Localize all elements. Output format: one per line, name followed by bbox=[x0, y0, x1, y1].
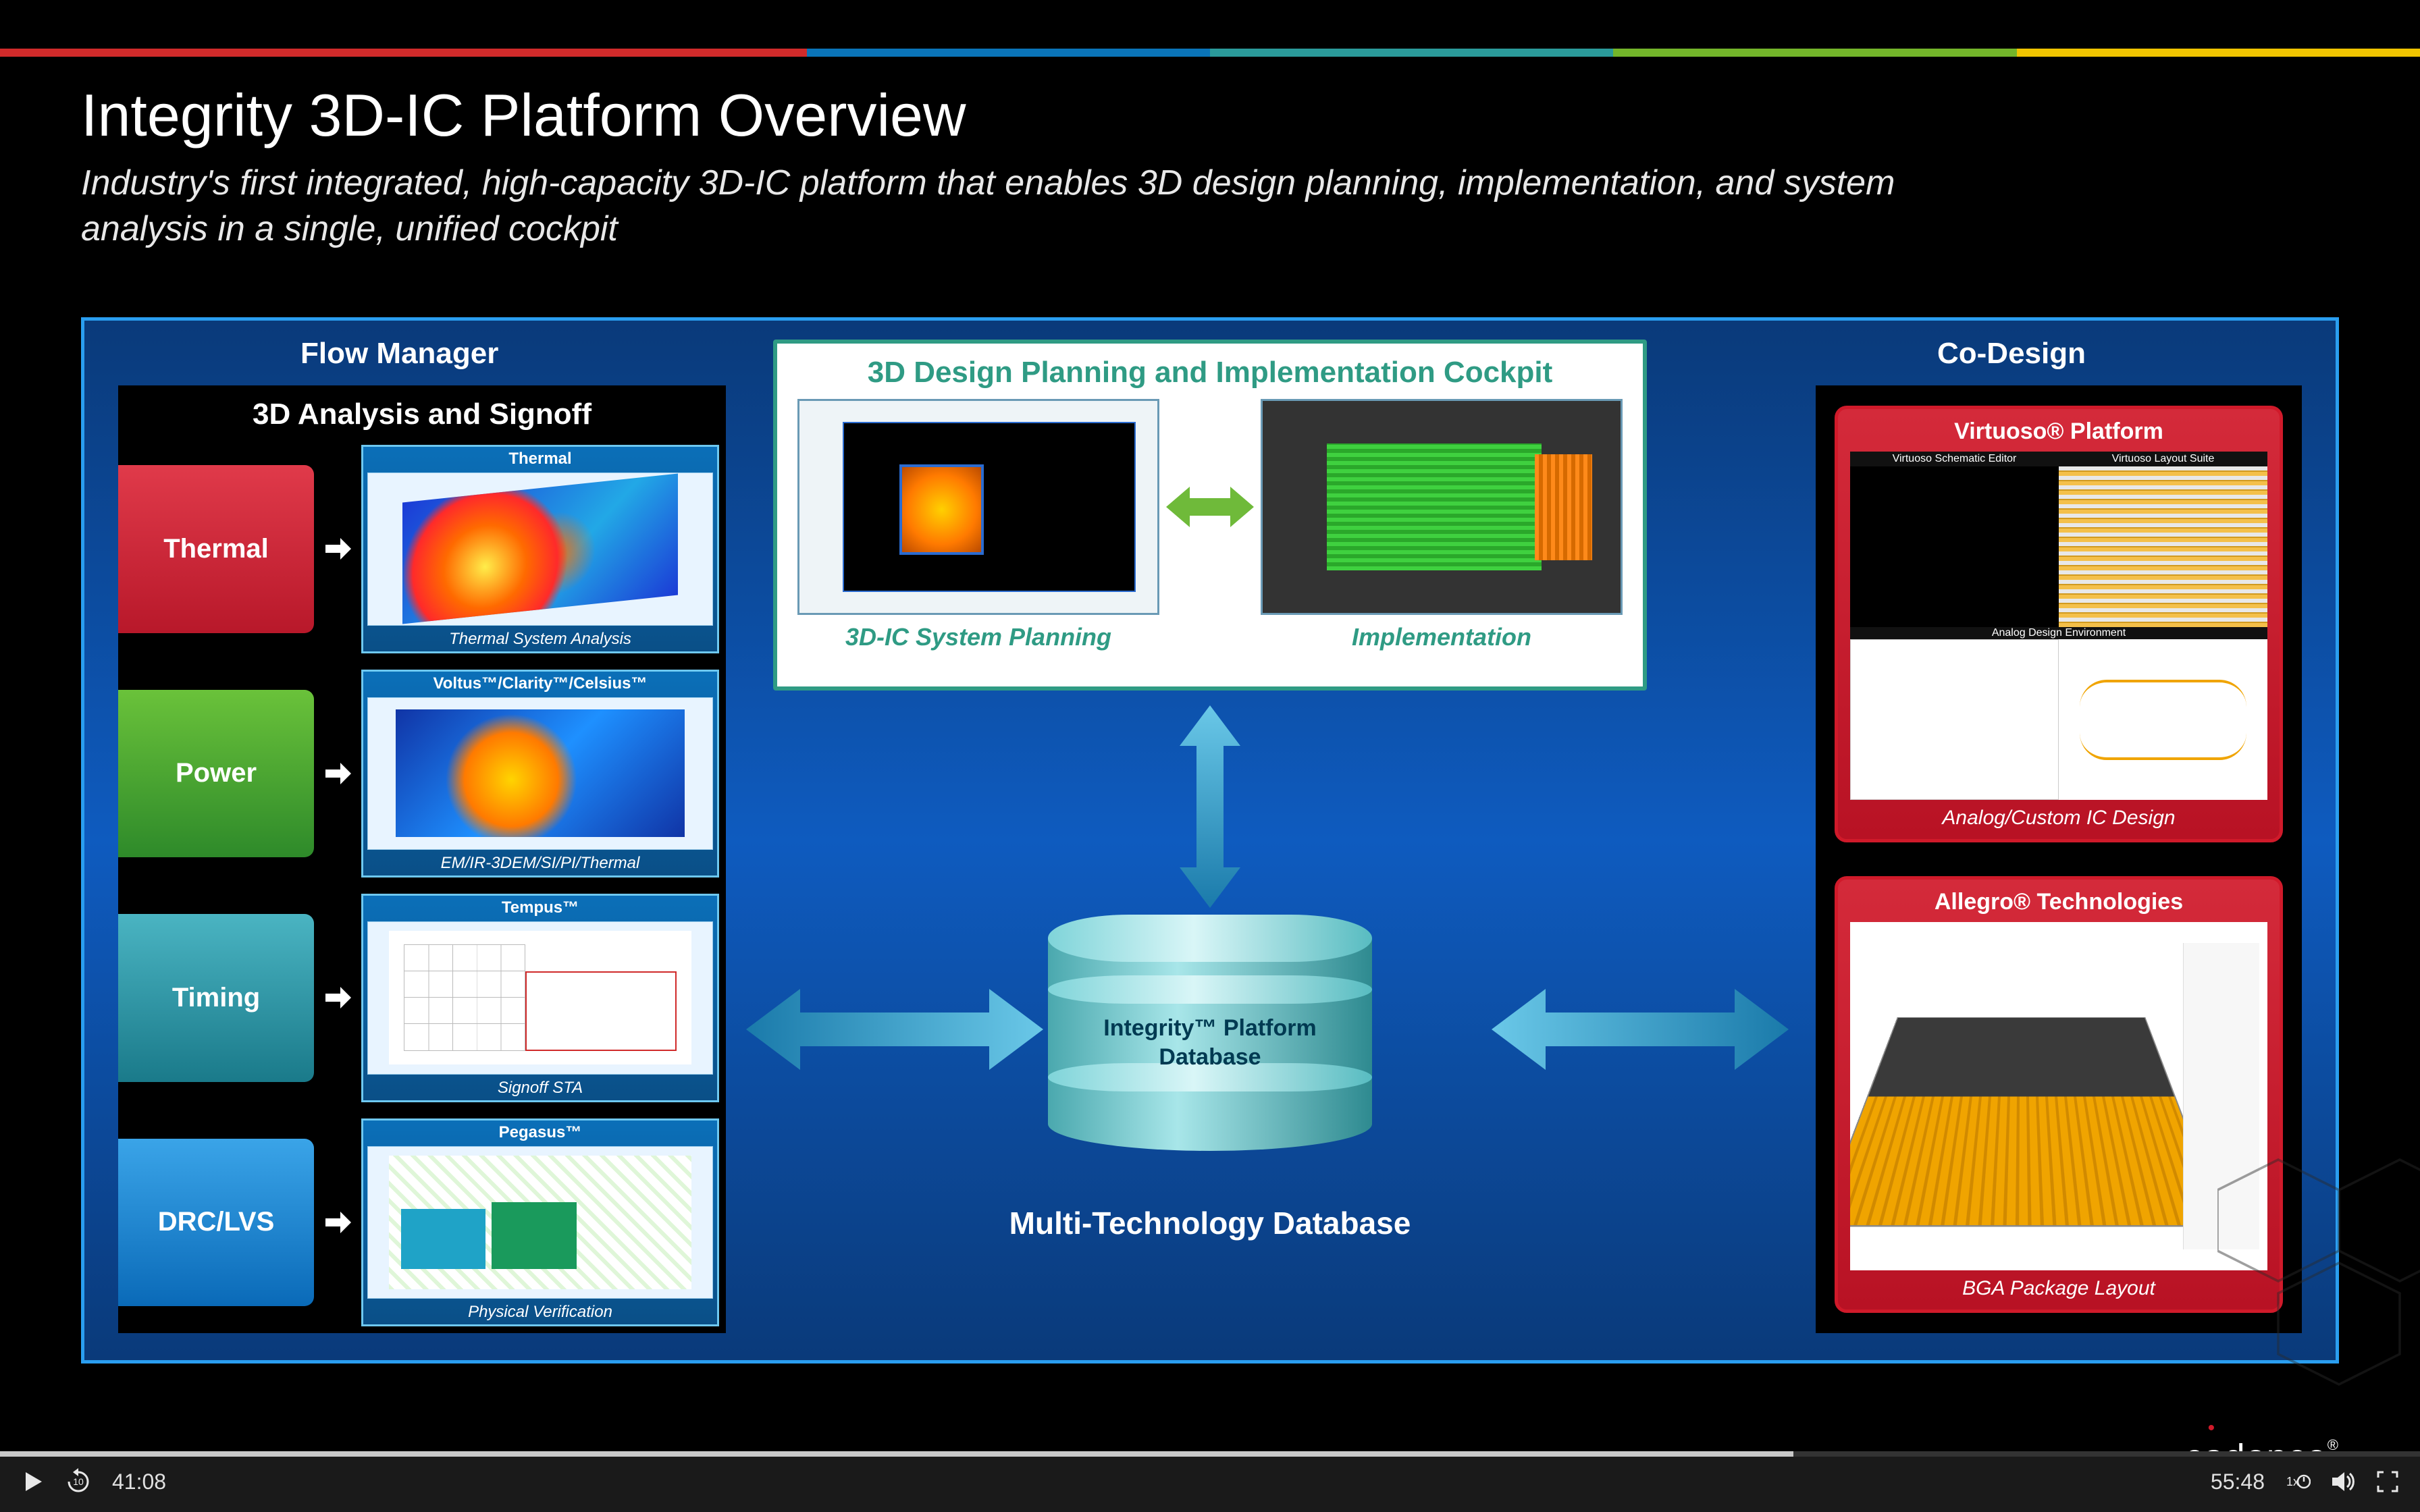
flow-rows: Thermal Thermal Thermal System Analysis … bbox=[118, 445, 719, 1326]
tool-card-timing: Tempus™ Signoff STA bbox=[361, 894, 719, 1102]
fullscreen-button[interactable] bbox=[2375, 1469, 2400, 1494]
cockpit-row bbox=[797, 399, 1623, 615]
flow-row-timing: Timing Tempus™ Signoff STA bbox=[118, 894, 719, 1102]
tool-card-thermal: Thermal Thermal System Analysis bbox=[361, 445, 719, 653]
arrow-right-icon bbox=[314, 894, 361, 1102]
tool-title: Voltus™/Clarity™/Celsius™ bbox=[367, 674, 713, 693]
rewind-10-button[interactable]: 10 bbox=[63, 1467, 93, 1496]
tool-subtitle: Signoff STA bbox=[367, 1079, 713, 1098]
virt-mid-header: Analog Design Environment bbox=[1850, 627, 2267, 639]
tool-subtitle: EM/IR-3DEM/SI/PI/Thermal bbox=[367, 854, 713, 873]
virt-head-right: Virtuoso Layout Suite bbox=[2059, 452, 2267, 466]
video-time-total: 55:48 bbox=[2211, 1469, 2265, 1494]
slide: Integrity 3D-IC Platform Overview Indust… bbox=[81, 81, 2339, 1390]
cockpit-label-right: Implementation bbox=[1261, 623, 1623, 651]
flow-manager-heading: Flow Manager bbox=[300, 337, 498, 371]
co-card-title: Virtuoso® Platform bbox=[1850, 418, 2267, 445]
arrow-vertical-icon bbox=[1159, 705, 1261, 908]
video-progress-track[interactable] bbox=[0, 1451, 2420, 1457]
flow-row-power: Power Voltus™/Clarity™/Celsius™ EM/IR-3D… bbox=[118, 670, 719, 878]
tool-subtitle: Thermal System Analysis bbox=[367, 630, 713, 649]
cockpit-title: 3D Design Planning and Implementation Co… bbox=[797, 356, 1623, 389]
tool-thumbnail bbox=[367, 921, 713, 1075]
slide-title: Integrity 3D-IC Platform Overview bbox=[81, 81, 2339, 150]
flow-row-drclvs: DRC/LVS Pegasus™ Physical Verification bbox=[118, 1118, 719, 1327]
flow-panel-title: 3D Analysis and Signoff bbox=[118, 385, 726, 438]
volume-button[interactable] bbox=[2330, 1468, 2357, 1495]
tool-thumbnail bbox=[367, 697, 713, 850]
badge-timing: Timing bbox=[118, 914, 314, 1082]
badge-drclvs: DRC/LVS bbox=[118, 1139, 314, 1307]
tool-card-power: Voltus™/Clarity™/Celsius™ EM/IR-3DEM/SI/… bbox=[361, 670, 719, 878]
tool-title: Tempus™ bbox=[367, 898, 713, 917]
cockpit-panel: 3D Design Planning and Implementation Co… bbox=[773, 340, 1647, 691]
co-card-title: Allegro® Technologies bbox=[1850, 889, 2267, 915]
co-card-footer: Analog/Custom IC Design bbox=[1850, 807, 2267, 830]
cockpit-shot-implementation bbox=[1261, 399, 1623, 615]
cockpit-labels: 3D-IC System Planning Implementation bbox=[797, 623, 1623, 651]
video-time-current: 41:08 bbox=[112, 1469, 166, 1494]
db-line1: Integrity™ Platform bbox=[1048, 1014, 1372, 1043]
video-progress-fill bbox=[0, 1451, 1793, 1457]
badge-thermal: Thermal bbox=[118, 465, 314, 633]
flow-row-thermal: Thermal Thermal Thermal System Analysis bbox=[118, 445, 719, 653]
database-label: Multi-Technology Database bbox=[1009, 1205, 1411, 1241]
co-card-body: Virtuoso Schematic Editor Virtuoso Layou… bbox=[1850, 452, 2267, 800]
tool-title: Pegasus™ bbox=[367, 1123, 713, 1142]
database-cylinder: Integrity™ Platform Database bbox=[1048, 915, 1372, 1151]
arrow-right-icon bbox=[1492, 975, 1789, 1083]
brand-color-bar bbox=[0, 49, 2420, 57]
virt-head-left: Virtuoso Schematic Editor bbox=[1850, 452, 2059, 466]
video-control-bar: 10 41:08 55:48 1x bbox=[0, 1451, 2420, 1512]
tool-card-drclvs: Pegasus™ Physical Verification bbox=[361, 1118, 719, 1327]
co-card-body bbox=[1850, 922, 2267, 1270]
arrow-right-icon bbox=[314, 1118, 361, 1327]
codesign-card-virtuoso: Virtuoso® Platform Virtuoso Schematic Ed… bbox=[1835, 406, 2283, 842]
cockpit-bidir-arrow-icon bbox=[1159, 399, 1261, 615]
flow-manager-panel: 3D Analysis and Signoff Thermal Thermal … bbox=[118, 385, 726, 1333]
tool-thumbnail bbox=[367, 1146, 713, 1299]
cockpit-label-left: 3D-IC System Planning bbox=[797, 623, 1159, 651]
svg-text:10: 10 bbox=[73, 1476, 84, 1487]
database-text: Integrity™ Platform Database bbox=[1048, 1014, 1372, 1071]
codesign-heading: Co-Design bbox=[1937, 337, 2086, 371]
db-line2: Database bbox=[1048, 1043, 1372, 1072]
cockpit-shot-planning bbox=[797, 399, 1159, 615]
tool-title: Thermal bbox=[367, 450, 713, 468]
tool-thumbnail bbox=[367, 473, 713, 626]
playback-speed-button[interactable]: 1x bbox=[2284, 1468, 2311, 1495]
tool-subtitle: Physical Verification bbox=[367, 1303, 713, 1322]
codesign-card-allegro: Allegro® Technologies BGA Package Layout bbox=[1835, 876, 2283, 1313]
arrow-right-icon bbox=[314, 445, 361, 653]
badge-power: Power bbox=[118, 690, 314, 858]
play-button[interactable] bbox=[20, 1469, 45, 1494]
co-card-footer: BGA Package Layout bbox=[1850, 1277, 2267, 1300]
diagram-container: Flow Manager 3D Analysis and Signoff The… bbox=[81, 317, 2339, 1364]
slide-subtitle: Industry's first integrated, high-capaci… bbox=[81, 161, 1972, 252]
arrow-left-icon bbox=[746, 975, 1043, 1083]
arrow-right-icon bbox=[314, 670, 361, 878]
hex-decoration bbox=[2217, 1148, 2420, 1418]
